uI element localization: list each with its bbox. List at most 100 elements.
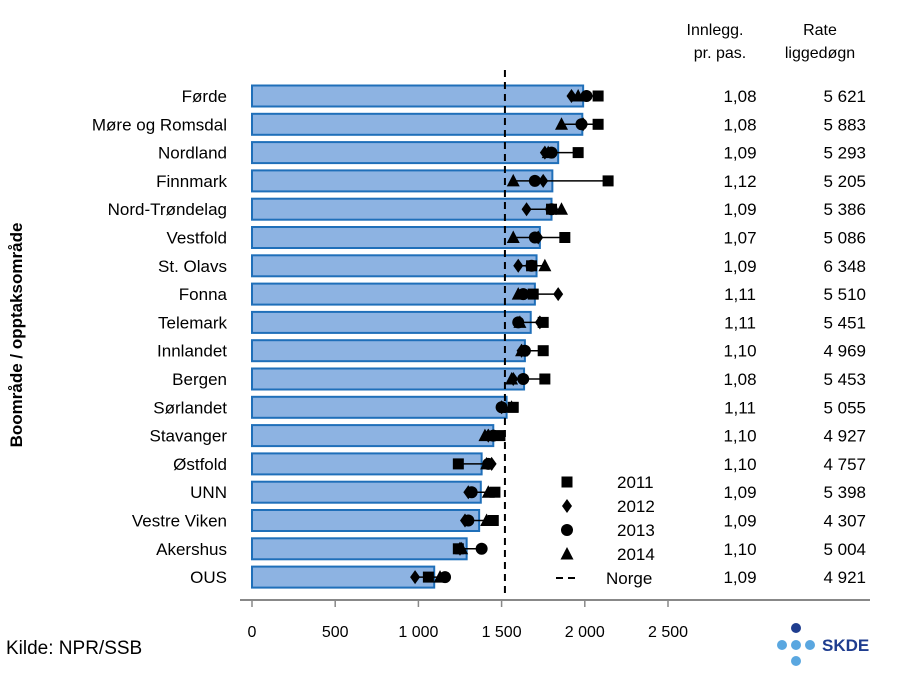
- innlegg-value: 1,12: [723, 172, 756, 191]
- marker-2011: [489, 486, 501, 498]
- x-axis: 0 500 1 000 1 500 2 000 2 500: [240, 599, 870, 641]
- innlegg-value: 1,08: [723, 87, 756, 106]
- legend-marker-2012: [562, 499, 572, 513]
- table-header-innlegg-1: Innlegg.: [687, 22, 744, 39]
- rate-value: 5 398: [823, 483, 866, 502]
- marker-2011: [602, 175, 614, 187]
- bar: [251, 197, 553, 221]
- marker-2014: [481, 485, 495, 498]
- category-label: Innlandet: [157, 342, 227, 361]
- category-label: Sørlandet: [153, 398, 227, 417]
- category-label: Fonna: [179, 285, 228, 304]
- marker-2013: [517, 373, 530, 385]
- logo-dot: [777, 640, 787, 650]
- marker-2014: [478, 428, 492, 442]
- innlegg-value: 1,09: [723, 512, 756, 531]
- bar: [251, 480, 482, 504]
- innlegg-value: 1,08: [723, 115, 756, 134]
- bar: [251, 310, 532, 334]
- bar: [251, 282, 536, 306]
- marker-2011: [452, 458, 464, 470]
- marker-2013: [475, 542, 488, 555]
- marker-2013: [487, 429, 500, 442]
- bar: [251, 254, 538, 278]
- bar: [251, 424, 495, 448]
- category-label: Nordland: [158, 144, 227, 163]
- innlegg-value: 1,10: [723, 427, 756, 446]
- marker-2012: [521, 202, 532, 217]
- marker-2014: [506, 230, 520, 243]
- innlegg-value: 1,11: [724, 398, 756, 417]
- category-label: Møre og Romsdal: [92, 115, 227, 134]
- x-tick-label: 2 000: [565, 624, 605, 641]
- skde-logo: SKDE: [777, 623, 869, 666]
- marker-2013: [525, 259, 538, 272]
- marker-2012: [553, 287, 564, 302]
- legend-label: 2014: [617, 545, 655, 564]
- marker-2013: [575, 118, 588, 131]
- logo-dot: [805, 640, 815, 650]
- rate-value: 5 453: [823, 370, 866, 389]
- rate-value: 5 510: [823, 285, 866, 304]
- rate-value: 6 348: [823, 257, 866, 276]
- logo-dot: [791, 640, 801, 650]
- marker-2014: [480, 513, 494, 526]
- legend-label: 2011: [617, 473, 654, 492]
- marker-2013: [528, 174, 541, 187]
- category-label: Vestfold: [167, 229, 228, 248]
- bar: [251, 537, 468, 561]
- value-table-group: Innlegg. pr. pas. Rate liggedøgn 1,08 5 6…: [687, 22, 866, 587]
- table-header-rate-1: Rate: [803, 22, 837, 39]
- logo-dot: [791, 623, 801, 633]
- table-header-innlegg-2: pr. pas.: [694, 45, 746, 62]
- marker-2013: [545, 203, 558, 216]
- x-tick-label: 0: [248, 624, 257, 641]
- innlegg-value: 1,10: [723, 455, 756, 474]
- category-label: St. Olavs: [158, 257, 227, 276]
- x-tick-label: 1 500: [482, 624, 522, 641]
- x-tick-label: 500: [322, 624, 349, 641]
- bar: [251, 141, 560, 165]
- markers-group: [410, 89, 614, 585]
- innlegg-value: 1,11: [724, 285, 756, 304]
- marker-2014: [433, 570, 447, 583]
- source-note: Kilde: NPR/SSB: [6, 638, 143, 659]
- rate-value: 5 055: [823, 398, 866, 417]
- bar: [251, 565, 436, 589]
- bars-group: [251, 84, 585, 589]
- rate-value: 4 921: [823, 568, 866, 587]
- rate-value: 5 086: [823, 229, 866, 248]
- marker-2011: [527, 288, 539, 300]
- marker-2014: [505, 400, 519, 413]
- bar: [251, 169, 554, 193]
- legend-marker-2013: [561, 524, 573, 536]
- marker-2011: [592, 90, 604, 102]
- bar: [251, 509, 481, 532]
- rate-value: 4 927: [823, 427, 866, 446]
- innlegg-value: 1,09: [723, 257, 756, 276]
- innlegg-value: 1,09: [723, 144, 756, 163]
- rate-value: 5 386: [823, 200, 866, 219]
- marker-2011: [572, 147, 584, 159]
- logo-dot: [791, 656, 801, 666]
- marker-2012: [538, 173, 549, 188]
- bar: [251, 339, 526, 363]
- category-label: Bergen: [172, 370, 227, 389]
- marker-2011: [559, 232, 571, 243]
- marker-2011: [539, 373, 551, 385]
- marker-2014: [505, 372, 519, 385]
- bar: [251, 226, 541, 249]
- legend-marker-2014: [560, 547, 574, 560]
- marker-2014: [480, 456, 494, 470]
- innlegg-value: 1,09: [723, 568, 756, 587]
- marker-2013: [580, 90, 593, 102]
- innlegg-value: 1,09: [723, 483, 756, 502]
- rate-value: 5 883: [823, 115, 866, 134]
- rate-value: 4 757: [823, 455, 866, 474]
- legend: 2011 2012 2013 2014 Norge: [556, 473, 655, 588]
- rate-value: 5 451: [823, 313, 866, 332]
- category-label: Førde: [182, 87, 227, 106]
- category-label: Nord-Trøndelag: [108, 200, 227, 219]
- marker-2011: [494, 430, 506, 442]
